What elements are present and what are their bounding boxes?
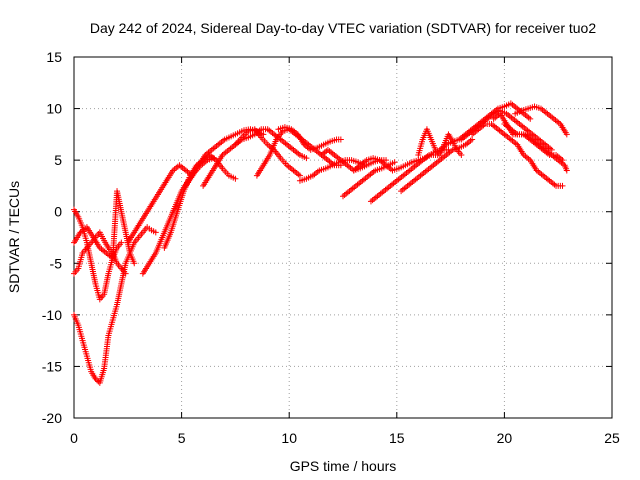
data-point — [559, 182, 566, 189]
chart-title: Day 242 of 2024, Sidereal Day-to-day VTE… — [90, 20, 597, 36]
y-axis-title: SDTVAR / TECUs — [6, 181, 22, 293]
x-tick-label: 10 — [281, 430, 297, 446]
series-track-18 — [398, 136, 476, 195]
data-point — [548, 146, 555, 153]
y-tick-label: -10 — [42, 307, 62, 323]
y-tick-label: -15 — [42, 358, 62, 374]
data-point — [337, 136, 344, 143]
data-point — [469, 136, 476, 143]
data-point — [303, 155, 310, 162]
plot-frame — [73, 56, 613, 419]
x-axis-title: GPS time / hours — [290, 458, 397, 474]
y-tick-label: -5 — [50, 255, 63, 271]
x-tick-label: 0 — [70, 430, 78, 446]
y-tick-label: 15 — [46, 49, 62, 65]
series-track-21 — [458, 107, 555, 153]
grid — [74, 57, 612, 418]
axis-ticks: 0 5 10 15 20 25 -20 -15 -10 -5 0 5 10 15 — [42, 49, 620, 446]
data-point — [563, 167, 570, 174]
data-point — [93, 377, 100, 384]
data-point — [383, 157, 390, 164]
y-tick-label: 10 — [46, 101, 62, 117]
data-point — [563, 131, 570, 138]
x-tick-label: 25 — [604, 430, 620, 446]
series-track-1 — [71, 224, 159, 386]
data-point — [92, 375, 99, 382]
series-track-22 — [469, 121, 566, 189]
data-points — [71, 100, 570, 386]
data-point — [118, 239, 125, 246]
x-tick-label: 5 — [178, 430, 186, 446]
data-point — [122, 270, 129, 277]
y-tick-label: -20 — [42, 410, 62, 426]
series-track-24 — [512, 103, 570, 138]
y-tick-label: 0 — [54, 204, 62, 220]
series-track-12 — [275, 124, 344, 153]
data-point — [296, 172, 303, 179]
series-track-4 — [71, 229, 129, 277]
series-track-25 — [501, 121, 566, 164]
data-point — [131, 260, 138, 267]
series-track-7 — [161, 151, 239, 251]
data-point — [232, 175, 239, 182]
x-tick-label: 20 — [497, 430, 513, 446]
data-point — [391, 159, 398, 166]
data-point — [458, 151, 465, 158]
x-tick-label: 15 — [389, 430, 405, 446]
y-tick-label: 5 — [54, 152, 62, 168]
data-point — [527, 115, 534, 122]
series-track-5 — [124, 162, 196, 246]
data-point — [559, 157, 566, 164]
data-point — [152, 229, 159, 236]
